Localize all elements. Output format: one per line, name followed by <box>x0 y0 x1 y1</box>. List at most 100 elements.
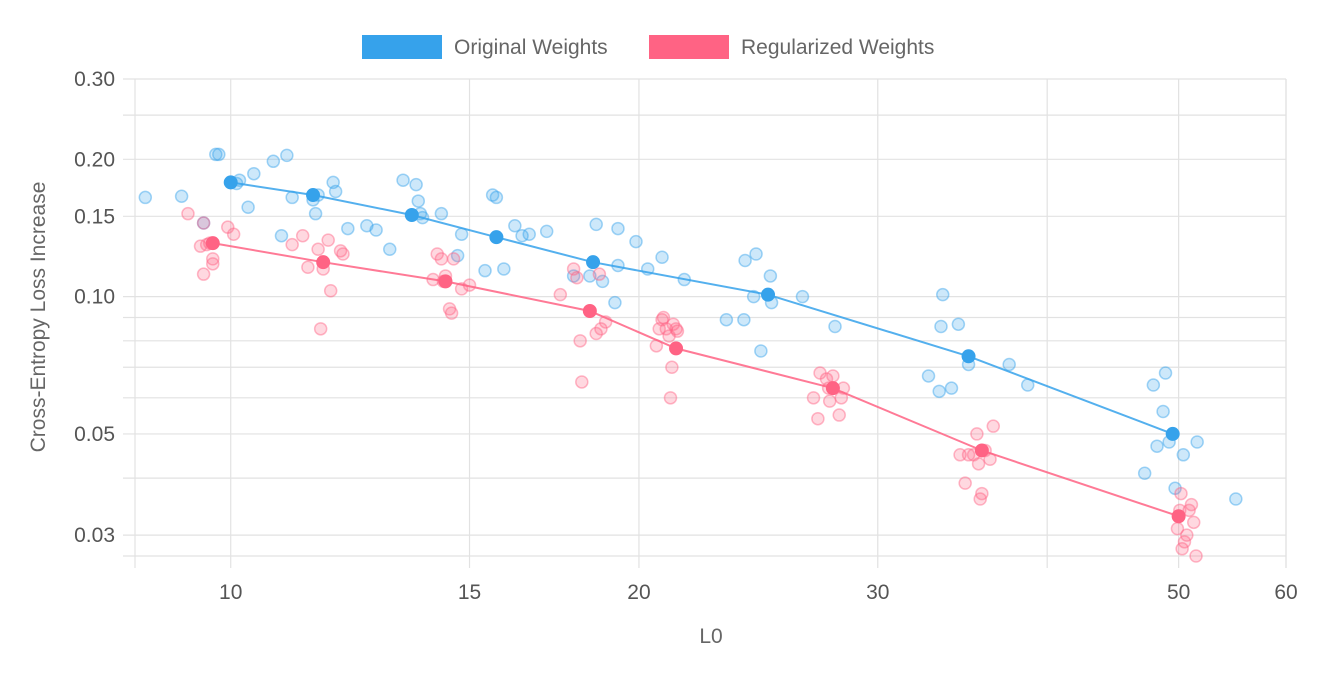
data-point <box>656 310 671 325</box>
data-point <box>522 227 536 242</box>
trend-line <box>212 242 1179 518</box>
x-tick-label: 10 <box>219 581 242 604</box>
data-point <box>1002 357 1016 372</box>
data-point <box>659 322 674 336</box>
x-tick-label: 30 <box>866 581 889 604</box>
data-point <box>953 448 967 462</box>
data-point <box>1182 503 1196 518</box>
data-point <box>975 486 989 501</box>
y-tick-label: 0.15 <box>74 205 115 228</box>
mean-point <box>825 381 840 396</box>
data-point <box>1229 492 1243 506</box>
data-point <box>285 237 299 252</box>
data-point <box>832 408 846 422</box>
data-point <box>138 190 153 205</box>
data-point <box>589 326 603 341</box>
data-point <box>226 227 241 242</box>
legend-label-regularized: Regularized Weights <box>741 36 934 59</box>
data-point <box>655 312 669 327</box>
mean-point <box>489 230 504 245</box>
data-point <box>553 287 568 302</box>
data-point <box>592 267 607 281</box>
data-point <box>951 317 966 331</box>
gridlines <box>123 78 1287 568</box>
data-point <box>266 154 281 169</box>
mean-point <box>316 255 331 270</box>
axes: 0.03 0.05 0.10 0.15 0.20 0.30 10 15 20 30 50 60 <box>74 68 1298 604</box>
data-point <box>746 289 761 304</box>
mean-point <box>669 341 684 356</box>
mean-point <box>1171 509 1186 524</box>
mean-point <box>1165 426 1180 441</box>
data-point <box>308 206 323 221</box>
data-point <box>826 369 840 383</box>
data-point <box>763 269 778 283</box>
data-point <box>749 247 763 261</box>
series-regularized <box>181 206 1203 563</box>
data-point <box>434 206 449 221</box>
legend-item-regularized[interactable]: Regularized Weights <box>649 35 934 59</box>
data-point <box>1186 515 1201 530</box>
data-point <box>663 391 678 405</box>
data-point <box>594 322 608 336</box>
legend-label-original: Original Weights <box>454 36 608 59</box>
mean-point <box>205 236 220 251</box>
data-point <box>936 287 950 302</box>
legend[interactable]: Original Weights Regularized Weights <box>362 35 934 59</box>
data-point <box>326 175 340 190</box>
data-point <box>336 247 350 261</box>
mean-point <box>404 207 419 222</box>
data-point <box>360 219 374 233</box>
data-point <box>822 394 837 408</box>
data-point <box>497 262 511 276</box>
data-point <box>274 228 289 243</box>
data-point <box>181 206 195 221</box>
data-point <box>921 369 936 383</box>
data-point <box>485 188 500 202</box>
data-point <box>958 476 972 490</box>
data-point <box>1158 366 1173 380</box>
data-point <box>1190 435 1204 449</box>
data-point <box>611 221 625 236</box>
mean-point <box>306 188 321 203</box>
data-point <box>961 448 976 462</box>
data-point <box>944 381 959 395</box>
data-point <box>206 252 220 266</box>
data-point <box>341 221 355 236</box>
legend-swatch-regularized <box>649 35 729 59</box>
data-point <box>301 260 315 274</box>
data-point <box>970 427 984 441</box>
data-point <box>209 147 223 162</box>
data-point <box>311 242 325 257</box>
data-point <box>515 228 529 243</box>
y-tick-label: 0.30 <box>74 68 115 91</box>
data-point <box>321 233 335 247</box>
x-axis-title: L0 <box>699 625 722 648</box>
data-point <box>383 242 397 257</box>
mean-point <box>761 287 776 302</box>
data-point <box>934 319 948 334</box>
data-point <box>986 419 1001 433</box>
data-point <box>1156 404 1170 419</box>
x-tick-label: 20 <box>627 581 650 604</box>
data-point <box>196 216 211 230</box>
x-tick-label: 50 <box>1167 581 1190 604</box>
data-point <box>409 177 423 192</box>
data-point <box>539 224 554 239</box>
x-tick-label: 15 <box>458 581 481 604</box>
legend-item-original[interactable]: Original Weights <box>362 35 608 59</box>
data-point <box>1168 481 1182 496</box>
data-point <box>1184 497 1199 512</box>
y-tick-label: 0.05 <box>74 423 115 446</box>
data-point <box>1175 542 1189 556</box>
data-point <box>932 384 946 399</box>
data-point <box>670 324 685 338</box>
data-point <box>221 220 235 234</box>
series-original <box>138 147 1243 506</box>
data-point <box>196 216 211 230</box>
data-point <box>666 317 681 331</box>
data-point <box>1180 528 1194 542</box>
data-point <box>737 312 751 327</box>
data-point <box>442 302 457 316</box>
